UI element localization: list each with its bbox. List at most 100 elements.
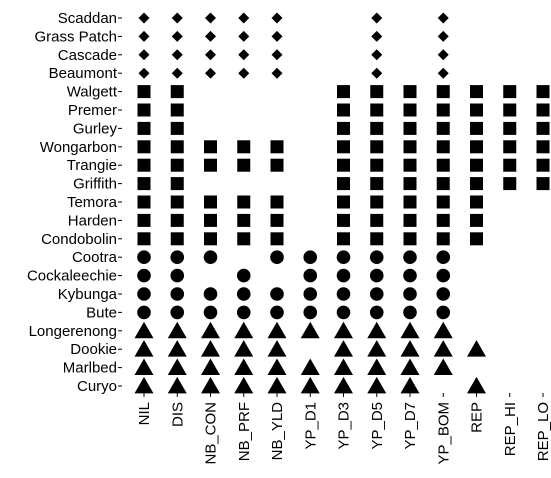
marker-grass-patch-nil bbox=[138, 30, 150, 42]
marker-walgett-yp-bom bbox=[436, 85, 450, 99]
marker-kybunga-nb-yld bbox=[270, 287, 284, 301]
marker-cockaleechie-yp-d3 bbox=[336, 268, 351, 283]
marker-grass-patch-yp-d5 bbox=[371, 30, 383, 42]
marker-cootra-yp-d3 bbox=[336, 250, 351, 264]
marker-longerenong-yp-d3 bbox=[334, 321, 353, 339]
y-tick-label-condobolin: Condobolin bbox=[41, 231, 117, 248]
marker-curyo-nb-con bbox=[201, 376, 220, 394]
marker-marlbed-nb-con bbox=[201, 358, 220, 376]
marker-longerenong-nb-prf bbox=[234, 321, 254, 339]
marker-scaddan-nil bbox=[138, 12, 150, 24]
marker-curyo-rep bbox=[467, 376, 486, 394]
y-tick-label-curyo: Curyo bbox=[77, 378, 117, 395]
y-tick-label-gurley: Gurley bbox=[73, 120, 118, 137]
marker-beaumont-nb-yld bbox=[271, 67, 283, 79]
marker-harden-nb-yld bbox=[270, 213, 284, 227]
marker-bute-dis bbox=[170, 305, 185, 320]
y-tick-label-marlbed: Marlbed bbox=[63, 360, 117, 377]
marker-premer-rep-lo bbox=[536, 103, 550, 117]
marker-dookie-yp-bom bbox=[433, 340, 453, 357]
marker-wongarbon-yp-bom bbox=[436, 140, 450, 154]
marker-bute-yp-d3 bbox=[336, 305, 351, 320]
marker-temora-yp-d7 bbox=[403, 195, 417, 209]
marker-cootra-yp-d5 bbox=[369, 250, 384, 264]
marker-gurley-nil bbox=[137, 121, 151, 135]
marker-marlbed-dis bbox=[167, 358, 187, 376]
marker-cockaleechie-nb-prf bbox=[236, 268, 251, 283]
marker-griffith-yp-d7 bbox=[403, 177, 417, 191]
marker-dookie-dis bbox=[167, 340, 187, 357]
marker-cockaleechie-yp-bom bbox=[436, 268, 451, 283]
marker-dookie-nil bbox=[134, 340, 154, 357]
x-tick-label-rep: REP bbox=[469, 402, 486, 433]
marker-walgett-dis bbox=[170, 85, 184, 99]
marker-curyo-nb-yld bbox=[267, 376, 287, 394]
y-tick-label-scaddan: Scaddan bbox=[58, 10, 117, 27]
y-tick-label-bute: Bute bbox=[86, 304, 117, 321]
marker-condobolin-yp-d5 bbox=[370, 232, 384, 246]
marker-condobolin-nb-con bbox=[204, 232, 217, 246]
marker-dookie-yp-d7 bbox=[400, 340, 420, 357]
marker-marlbed-nil bbox=[134, 358, 154, 376]
marker-premer-yp-bom bbox=[436, 103, 450, 117]
marker-wongarbon-dis bbox=[170, 140, 184, 154]
marker-walgett-yp-d7 bbox=[403, 85, 417, 99]
marker-griffith-yp-d3 bbox=[337, 177, 350, 191]
marker-condobolin-nb-prf bbox=[237, 232, 251, 246]
marker-gurley-yp-bom bbox=[436, 121, 450, 135]
marker-scaddan-nb-prf bbox=[238, 12, 250, 24]
marker-curyo-dis bbox=[167, 376, 187, 394]
marker-bute-yp-d7 bbox=[403, 305, 417, 320]
marker-bute-yp-d5 bbox=[369, 305, 384, 320]
marker-cascade-dis bbox=[171, 49, 183, 61]
marker-marlbed-yp-d3 bbox=[334, 358, 353, 376]
x-tick-label-dis: DIS bbox=[169, 402, 186, 427]
marker-gurley-rep-hi bbox=[503, 121, 517, 135]
y-tick-label-cootra: Cootra bbox=[72, 249, 118, 266]
marker-gurley-rep bbox=[470, 121, 483, 135]
marker-premer-yp-d7 bbox=[403, 103, 417, 117]
marker-longerenong-yp-d1 bbox=[300, 321, 320, 339]
chart-marks bbox=[134, 12, 550, 394]
marker-bute-nil bbox=[137, 305, 151, 320]
marker-temora-nb-yld bbox=[270, 195, 284, 209]
x-tick-label-yp-d1: YP_D1 bbox=[302, 402, 319, 450]
marker-temora-nil bbox=[137, 195, 151, 209]
marker-griffith-yp-d5 bbox=[370, 177, 384, 191]
marker-scaddan-dis bbox=[171, 12, 183, 24]
marker-griffith-rep-hi bbox=[503, 177, 517, 191]
marker-walgett-rep-lo bbox=[536, 85, 550, 99]
marker-harden-yp-d5 bbox=[370, 213, 384, 227]
marker-longerenong-nil bbox=[134, 321, 154, 339]
marker-dookie-yp-d3 bbox=[334, 340, 353, 357]
marker-dookie-nb-con bbox=[201, 340, 220, 357]
marker-grass-patch-nb-prf bbox=[238, 30, 250, 42]
marker-wongarbon-nb-prf bbox=[237, 140, 251, 154]
marker-longerenong-nb-con bbox=[201, 321, 220, 339]
marker-wongarbon-nil bbox=[137, 140, 151, 154]
marker-gurley-dis bbox=[170, 121, 184, 135]
x-tick-label-yp-d5: YP_D5 bbox=[369, 402, 386, 450]
marker-curyo-yp-d5 bbox=[367, 376, 387, 394]
marker-trangie-dis bbox=[170, 158, 184, 172]
marker-kybunga-nb-con bbox=[203, 287, 218, 301]
y-tick-label-walgett: Walgett bbox=[67, 84, 118, 101]
marker-trangie-yp-bom bbox=[436, 158, 450, 172]
marker-premer-nil bbox=[137, 103, 151, 117]
marker-condobolin-dis bbox=[170, 232, 184, 246]
marker-harden-yp-d3 bbox=[337, 213, 350, 227]
marker-temora-nb-con bbox=[204, 195, 217, 209]
x-tick-label-nb-con: NB_CON bbox=[203, 402, 220, 465]
marker-wongarbon-rep bbox=[470, 140, 483, 154]
marker-harden-nb-prf bbox=[237, 213, 251, 227]
marker-marlbed-nb-prf bbox=[234, 358, 254, 376]
marker-cascade-nb-con bbox=[205, 49, 216, 61]
y-tick-label-trangie: Trangie bbox=[67, 157, 117, 174]
marker-trangie-rep-hi bbox=[503, 158, 517, 172]
marker-condobolin-yp-d7 bbox=[403, 232, 417, 246]
marker-longerenong-nb-yld bbox=[267, 321, 287, 339]
marker-wongarbon-rep-hi bbox=[503, 140, 517, 154]
marker-griffith-rep-lo bbox=[536, 177, 550, 191]
marker-walgett-rep-hi bbox=[503, 85, 517, 99]
